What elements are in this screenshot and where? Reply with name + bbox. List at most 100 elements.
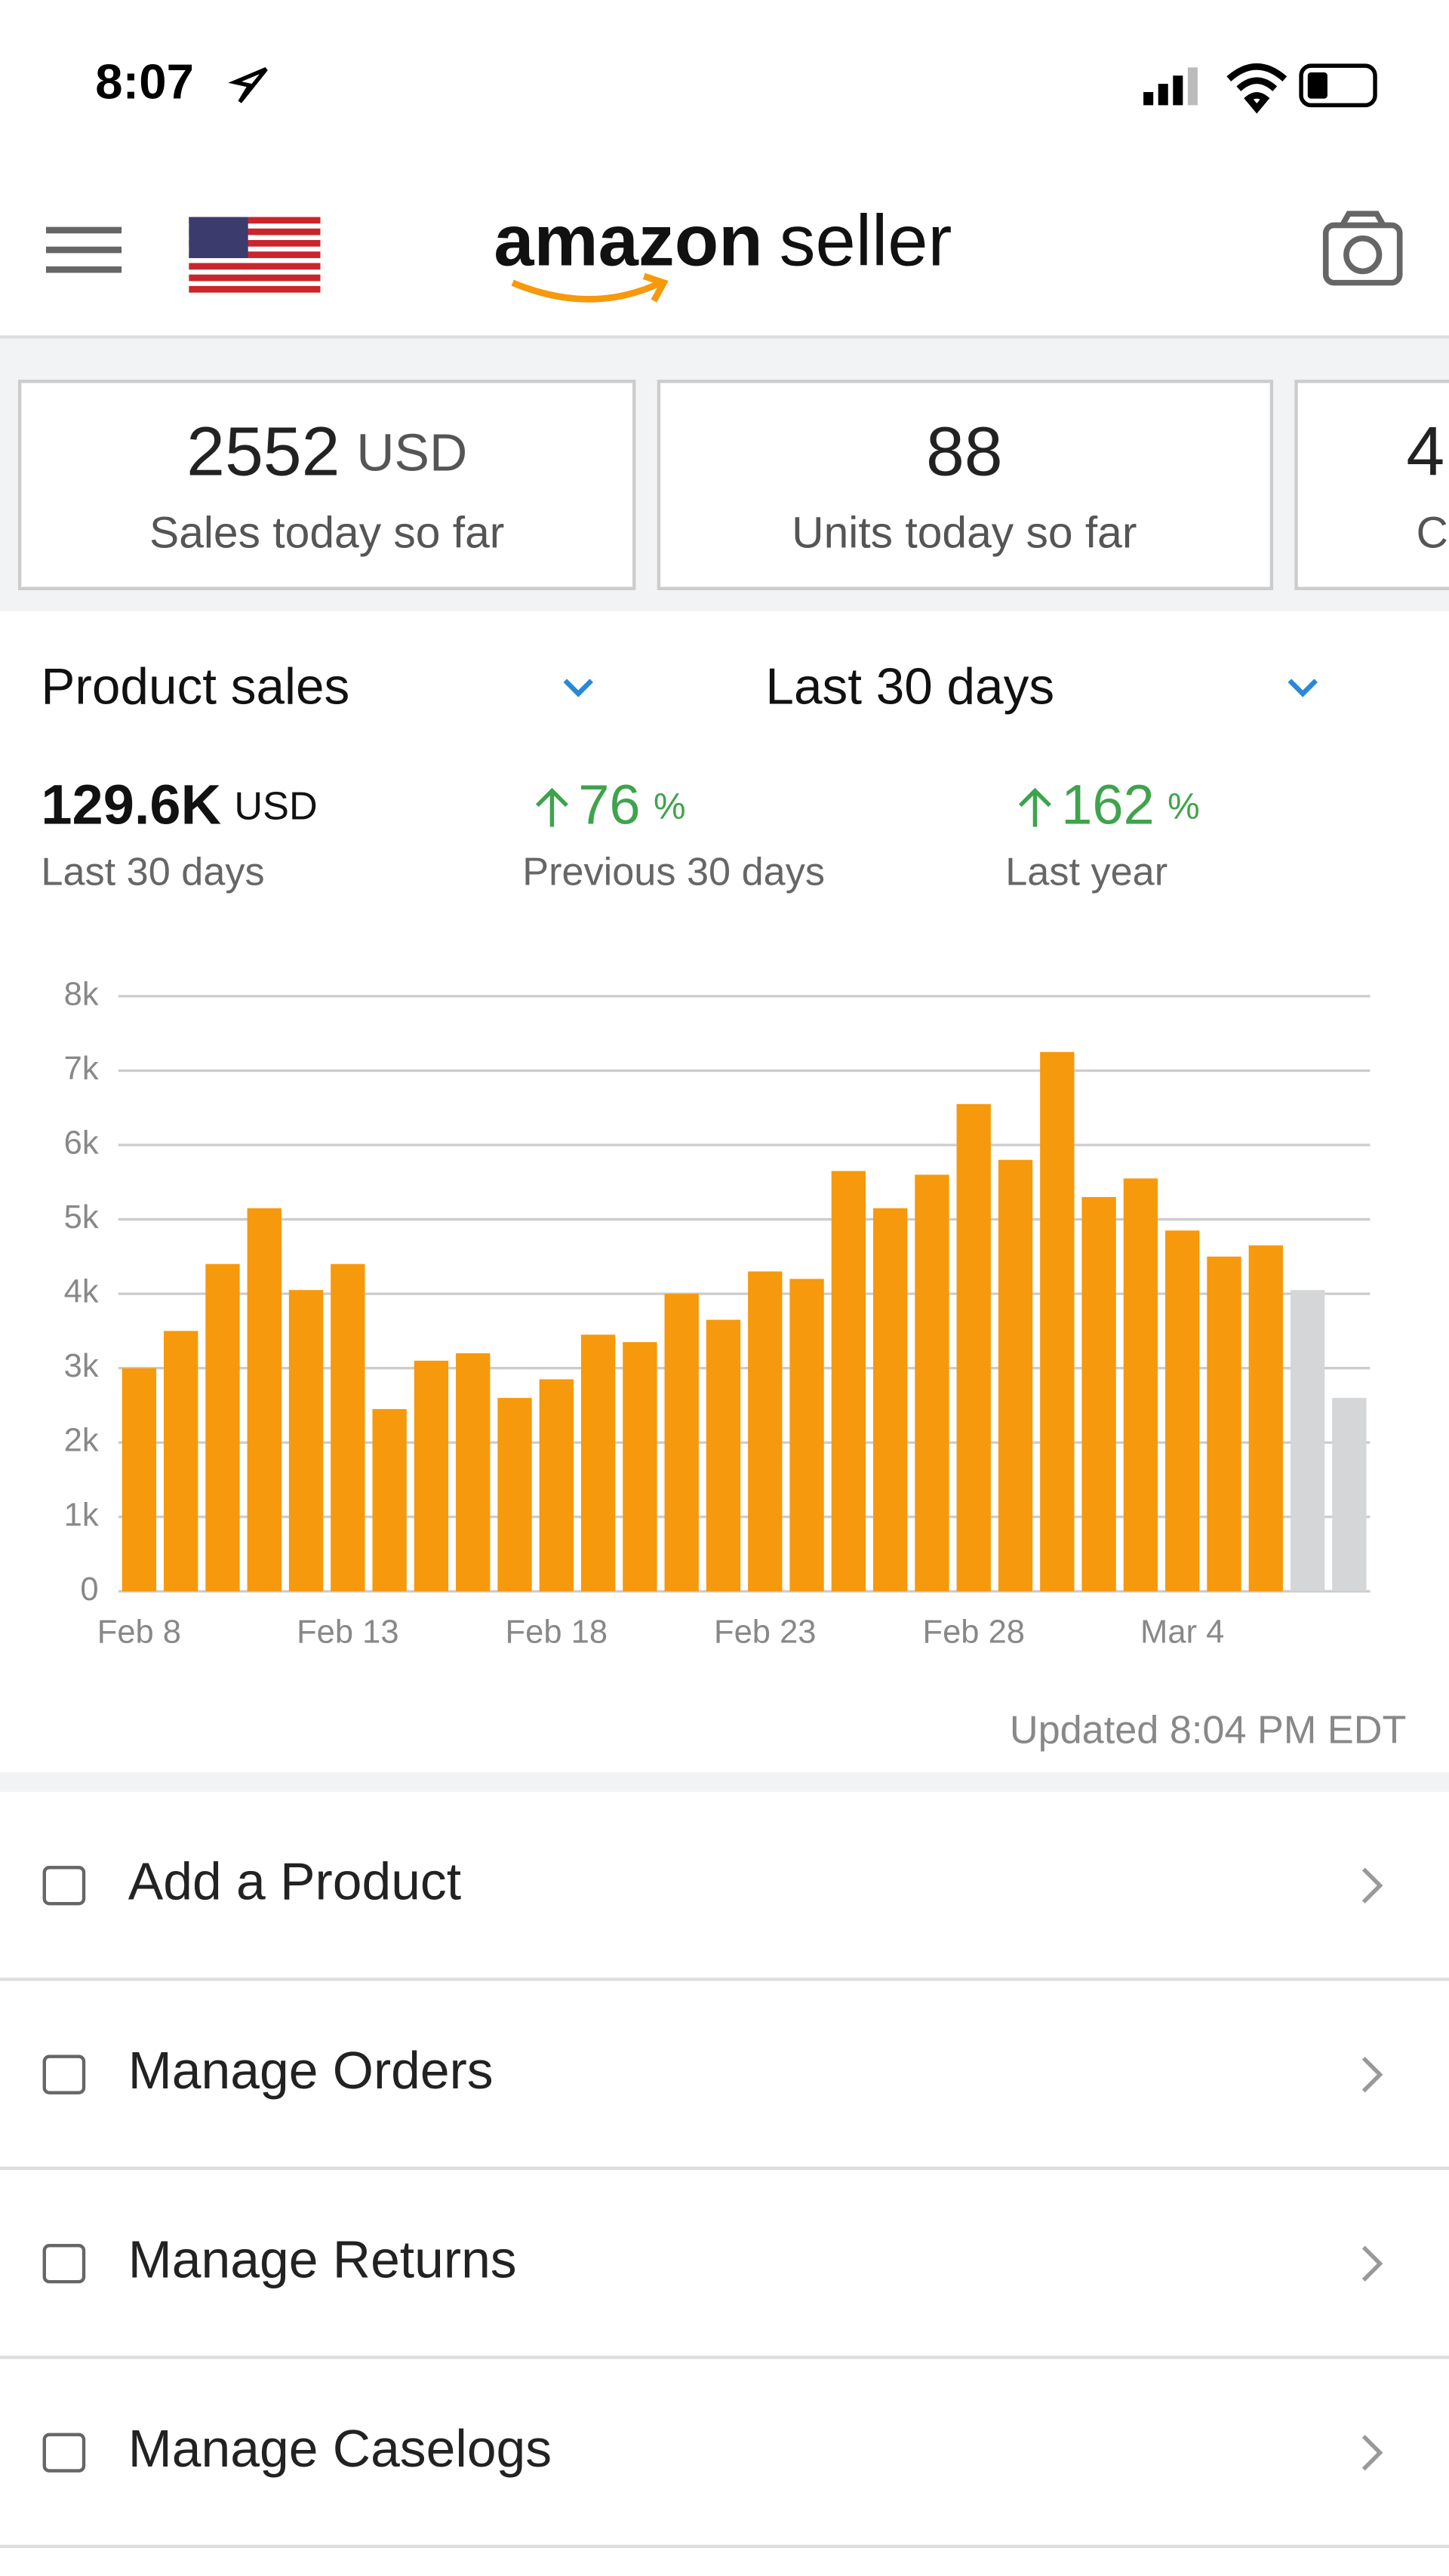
y-tick-label: 7k xyxy=(64,1051,99,1087)
y-tick-label: 3k xyxy=(64,1348,99,1384)
summary-label: Previous 30 days xyxy=(522,851,825,894)
y-tick-label: 4k xyxy=(64,1274,99,1310)
menu-icon xyxy=(42,1866,86,1906)
up-arrow xyxy=(535,787,568,827)
bar xyxy=(1290,1290,1325,1592)
menu-item[interactable] xyxy=(0,2170,1449,2358)
x-tick-label: Feb 13 xyxy=(297,1614,398,1650)
bar xyxy=(956,1103,991,1592)
battery-level xyxy=(1307,72,1327,99)
bar xyxy=(623,1342,657,1592)
bar xyxy=(122,1368,157,1592)
x-tick-label: Feb 18 xyxy=(506,1614,608,1650)
menu-item[interactable] xyxy=(0,1980,1449,2168)
bar xyxy=(456,1353,491,1592)
x-tick-label: Feb 23 xyxy=(714,1614,816,1650)
y-tick-label: 6k xyxy=(64,1125,99,1162)
bar xyxy=(497,1398,532,1592)
bar xyxy=(580,1334,616,1592)
bar xyxy=(748,1271,783,1592)
bar xyxy=(1040,1051,1075,1592)
tile[interactable] xyxy=(17,380,636,590)
tile-value: 88 xyxy=(926,414,1003,491)
dropdown-chevron[interactable] xyxy=(1287,679,1318,697)
tile-label: C xyxy=(1416,509,1447,558)
bar xyxy=(872,1208,908,1592)
menu-label[interactable]: Manage Orders xyxy=(128,2041,494,2100)
dropdown-chevron[interactable] xyxy=(563,679,593,697)
bar xyxy=(372,1408,407,1592)
bar xyxy=(331,1263,365,1592)
bar xyxy=(1123,1178,1158,1592)
summary-unit: % xyxy=(654,786,686,826)
bar xyxy=(1332,1398,1367,1592)
bar xyxy=(789,1279,824,1592)
bar xyxy=(831,1171,866,1592)
summary-label: Last year xyxy=(1005,851,1168,894)
bar xyxy=(414,1360,449,1592)
flag-button[interactable] xyxy=(189,217,321,293)
bar xyxy=(998,1159,1033,1592)
tile-number: 2552 xyxy=(186,414,340,491)
menu-item[interactable] xyxy=(0,2359,1449,2547)
menu-icon xyxy=(42,2433,86,2473)
tile-label: Units today so far xyxy=(792,509,1137,558)
y-tick-label: 2k xyxy=(64,1423,99,1459)
signal-icon xyxy=(1143,67,1198,106)
section-divider xyxy=(0,1771,1449,1793)
menu-list: Add a Product Manage Orders Manage Returns… xyxy=(0,1792,1449,2548)
tile[interactable] xyxy=(657,380,1274,590)
bar xyxy=(1207,1256,1241,1592)
tile-unit: USD xyxy=(356,423,467,482)
bar xyxy=(288,1290,324,1592)
wifi-icon xyxy=(1226,63,1287,114)
bar xyxy=(1248,1245,1283,1592)
bar xyxy=(1081,1196,1116,1592)
menu-label[interactable]: Add a Product xyxy=(128,1852,461,1911)
period-selector[interactable]: Last 30 days xyxy=(765,659,1054,716)
updated-text: Updated 8:04 PM EDT xyxy=(1010,1708,1407,1752)
bar xyxy=(915,1174,949,1592)
logo: amazon seller xyxy=(494,201,952,282)
menu-chevron xyxy=(1361,2245,1383,2282)
logo-brand: amazon xyxy=(494,201,763,282)
y-tick-label: 1k xyxy=(64,1497,99,1533)
metric-selector[interactable]: Product sales xyxy=(41,659,349,716)
summary-number: 162 xyxy=(1061,773,1154,836)
menu-chevron xyxy=(1361,2056,1383,2093)
summary-number: 76 xyxy=(578,773,640,836)
bar xyxy=(164,1331,198,1592)
y-tick-label: 0 xyxy=(80,1571,98,1608)
menu-icon xyxy=(42,2054,86,2094)
tile-value: 4 xyxy=(1406,414,1444,491)
summary-unit: % xyxy=(1168,786,1200,826)
logo-product: seller xyxy=(780,201,952,282)
summary-number: 129.6K xyxy=(41,773,221,836)
chart: 0 1k 2k 3k 4k 5k 6k 7k 8k Feb 8 Feb 13 Feb 18 Feb 23… xyxy=(64,976,1371,1650)
menu-chevron xyxy=(1361,1867,1383,1904)
x-tick-label: Mar 4 xyxy=(1140,1614,1224,1650)
x-tick-label: Feb 28 xyxy=(922,1614,1024,1650)
summary-value: 162% xyxy=(1061,773,1199,836)
bar xyxy=(706,1319,741,1592)
status-time: 8:07 xyxy=(95,54,194,109)
menu-chevron xyxy=(1361,2434,1383,2471)
menu-icon xyxy=(42,2244,86,2284)
menu-button[interactable] xyxy=(45,226,122,273)
bar xyxy=(205,1263,240,1592)
up-arrow xyxy=(1018,787,1051,827)
tile-value: 2552 USD xyxy=(186,414,467,491)
menu-label[interactable]: Manage Returns xyxy=(128,2230,517,2289)
camera-button[interactable] xyxy=(1322,211,1403,286)
tile[interactable] xyxy=(1294,380,1449,590)
menu-item[interactable] xyxy=(0,1792,1449,1980)
battery-icon xyxy=(1299,63,1377,108)
logo-smile xyxy=(511,272,669,303)
bar xyxy=(539,1379,574,1592)
bar xyxy=(1165,1230,1200,1592)
menu-label[interactable]: Manage Caselogs xyxy=(128,2419,552,2478)
tile-label: Sales today so far xyxy=(149,509,504,558)
summary-label: Last 30 days xyxy=(41,851,264,894)
